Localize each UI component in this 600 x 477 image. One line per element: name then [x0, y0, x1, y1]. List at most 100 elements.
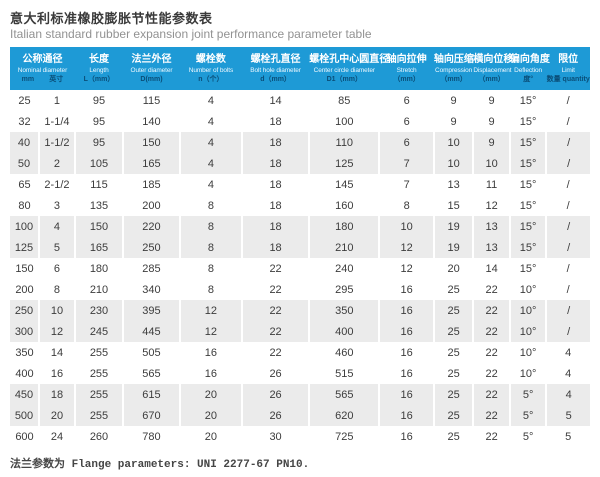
col-header-unit: d（mm） [260, 76, 291, 83]
table-cell: 15° [519, 178, 537, 191]
table-cell: 250 [122, 237, 180, 258]
table-cell: 5 [545, 405, 590, 426]
table-cell: 22 [269, 283, 282, 296]
table-cell: 135 [89, 199, 109, 212]
table-row: 500 20 255 670 20 26 620 16 25 22 5° 5 [10, 405, 590, 426]
table-cell: / [566, 178, 570, 191]
table-cell: 16 [204, 367, 218, 380]
table-cell: 4 [178, 132, 242, 153]
col-header-displacement: 横向位移 Displacement （mm） [473, 47, 513, 90]
col-header-unit: （mm） [440, 76, 467, 83]
table-row: 450 18 255 615 20 26 565 16 25 22 5° 4 [10, 384, 590, 405]
table-cell: 22 [472, 405, 510, 426]
table-cell: 25 [447, 346, 460, 359]
table-cell: 14 [485, 262, 498, 275]
table-cell: 25 [432, 300, 474, 321]
table-cell: 240 [335, 262, 354, 275]
table-cell: 15° [519, 199, 537, 212]
col-header-en: Outer diameter [130, 67, 173, 74]
table-cell: 10 [432, 132, 474, 153]
table-cell: 460 [335, 346, 354, 359]
col-header-number-of-bolts: 螺栓数 Number of bolts n（个） [179, 47, 242, 90]
table-cell: 12 [378, 237, 434, 258]
table-cell: 8 [207, 199, 214, 212]
table-cell: 165 [122, 153, 180, 174]
col-header-zh: 公称通径 [22, 54, 63, 65]
table-cell: / [545, 132, 590, 153]
col-header-center-circle-diameter: 螺栓孔中心圆直径 Center circle diameter D1（mm） [309, 47, 389, 90]
table-cell: 140 [142, 115, 161, 128]
table-row: 80 3 135 200 8 18 160 8 15 12 15° / [10, 195, 590, 216]
table-cell: 4 [178, 153, 242, 174]
table-cell: 22 [472, 300, 510, 321]
table-cell: 9 [450, 115, 457, 128]
table-cell: 22 [240, 300, 310, 321]
table-cell: 30 [269, 430, 282, 443]
col-header-unit: （mm） [478, 76, 505, 83]
table-cell: 50 [10, 153, 39, 174]
table-cell: 22 [240, 321, 310, 342]
table-cell: 9 [450, 94, 457, 107]
table-cell: 505 [142, 346, 161, 359]
table-cell: 4 [207, 178, 214, 191]
table-cell: 16 [400, 430, 413, 443]
col-header-en: Center circle diameter [313, 67, 375, 74]
table-cell: 15° [508, 132, 547, 153]
table-cell: 10 [378, 216, 434, 237]
col-header-zh: 长度 [89, 54, 109, 65]
table-cell: 19 [432, 237, 474, 258]
col-header-deflection: 偏向角度 Deflection 度° [509, 47, 550, 90]
table-cell: 145 [335, 178, 354, 191]
table-cell: / [566, 94, 570, 107]
table-cell: 15° [508, 216, 547, 237]
table-cell: 110 [308, 132, 380, 153]
table-header: 公称通径 Nominal diameter mm 英寸 长度 Length L（mm） 法兰外… [10, 47, 590, 90]
table-cell: 4 [207, 94, 214, 107]
table-cell: 40 [10, 132, 39, 153]
table-header-row: 公称通径 Nominal diameter mm 英寸 长度 Length L（mm） 法兰外… [10, 47, 590, 90]
table-cell: 95 [92, 115, 106, 128]
table-cell: 600 [15, 430, 34, 443]
col-header-bolt-hole-diameter: 螺栓孔直径 Bolt hole diameter d（mm） [241, 47, 310, 90]
table-cell: 350 [15, 346, 34, 359]
table-cell: 16 [400, 367, 413, 380]
table-cell: 5 [37, 237, 75, 258]
table-row: 32 1-1/4 95 140 4 18 100 6 9 9 15° / [10, 111, 590, 132]
table-cell: 9 [472, 132, 510, 153]
table-row: 40 1-1/2 95 150 4 18 110 6 10 9 15° / [10, 132, 590, 153]
table-cell: / [566, 199, 570, 212]
col-header-en: Limit [561, 67, 575, 74]
col-header-en: Number of bolts [188, 67, 234, 74]
table-cell: 100 [10, 216, 39, 237]
table-cell: 25 [447, 430, 460, 443]
table-cell: 26 [240, 384, 310, 405]
table-cell: 4 [565, 346, 572, 359]
col-header-unit: D1（mm） [326, 76, 362, 83]
col-header-unit: 数量 quantity [546, 76, 590, 83]
col-header-unit: n（个） [198, 76, 224, 83]
table-cell: 6 [53, 262, 61, 275]
table-cell: 65 [18, 178, 31, 191]
table-cell: 14 [269, 94, 282, 107]
table-row: 125 5 165 250 8 18 210 12 19 13 15° / [10, 237, 590, 258]
table-cell: 150 [122, 132, 180, 153]
table-cell: 18 [240, 153, 310, 174]
table-cell: 8 [53, 283, 61, 296]
table-cell: 10° [519, 367, 537, 380]
col-header-subunit: 英寸 [49, 76, 64, 83]
table-cell: 565 [308, 384, 380, 405]
table-cell: 260 [89, 430, 109, 443]
table-cell: 200 [15, 283, 34, 296]
page-subtitle: Italian standard rubber expansion joint … [10, 27, 372, 41]
table-cell: 4 [545, 384, 590, 405]
col-header-compression: 轴向压缩 Compression （mm） [433, 47, 474, 90]
table-cell: 12 [485, 199, 498, 212]
table-cell: 185 [142, 178, 161, 191]
table-cell: 25 [432, 321, 474, 342]
table-cell: 5° [508, 384, 547, 405]
table-cell: 180 [308, 216, 380, 237]
table-cell: 5° [522, 430, 534, 443]
table-body: 25 1 95 115 4 14 85 6 9 9 15°/32 1-1/4 95 140 4 18 100 6 9… [10, 90, 590, 447]
table-cell: 7 [378, 153, 434, 174]
